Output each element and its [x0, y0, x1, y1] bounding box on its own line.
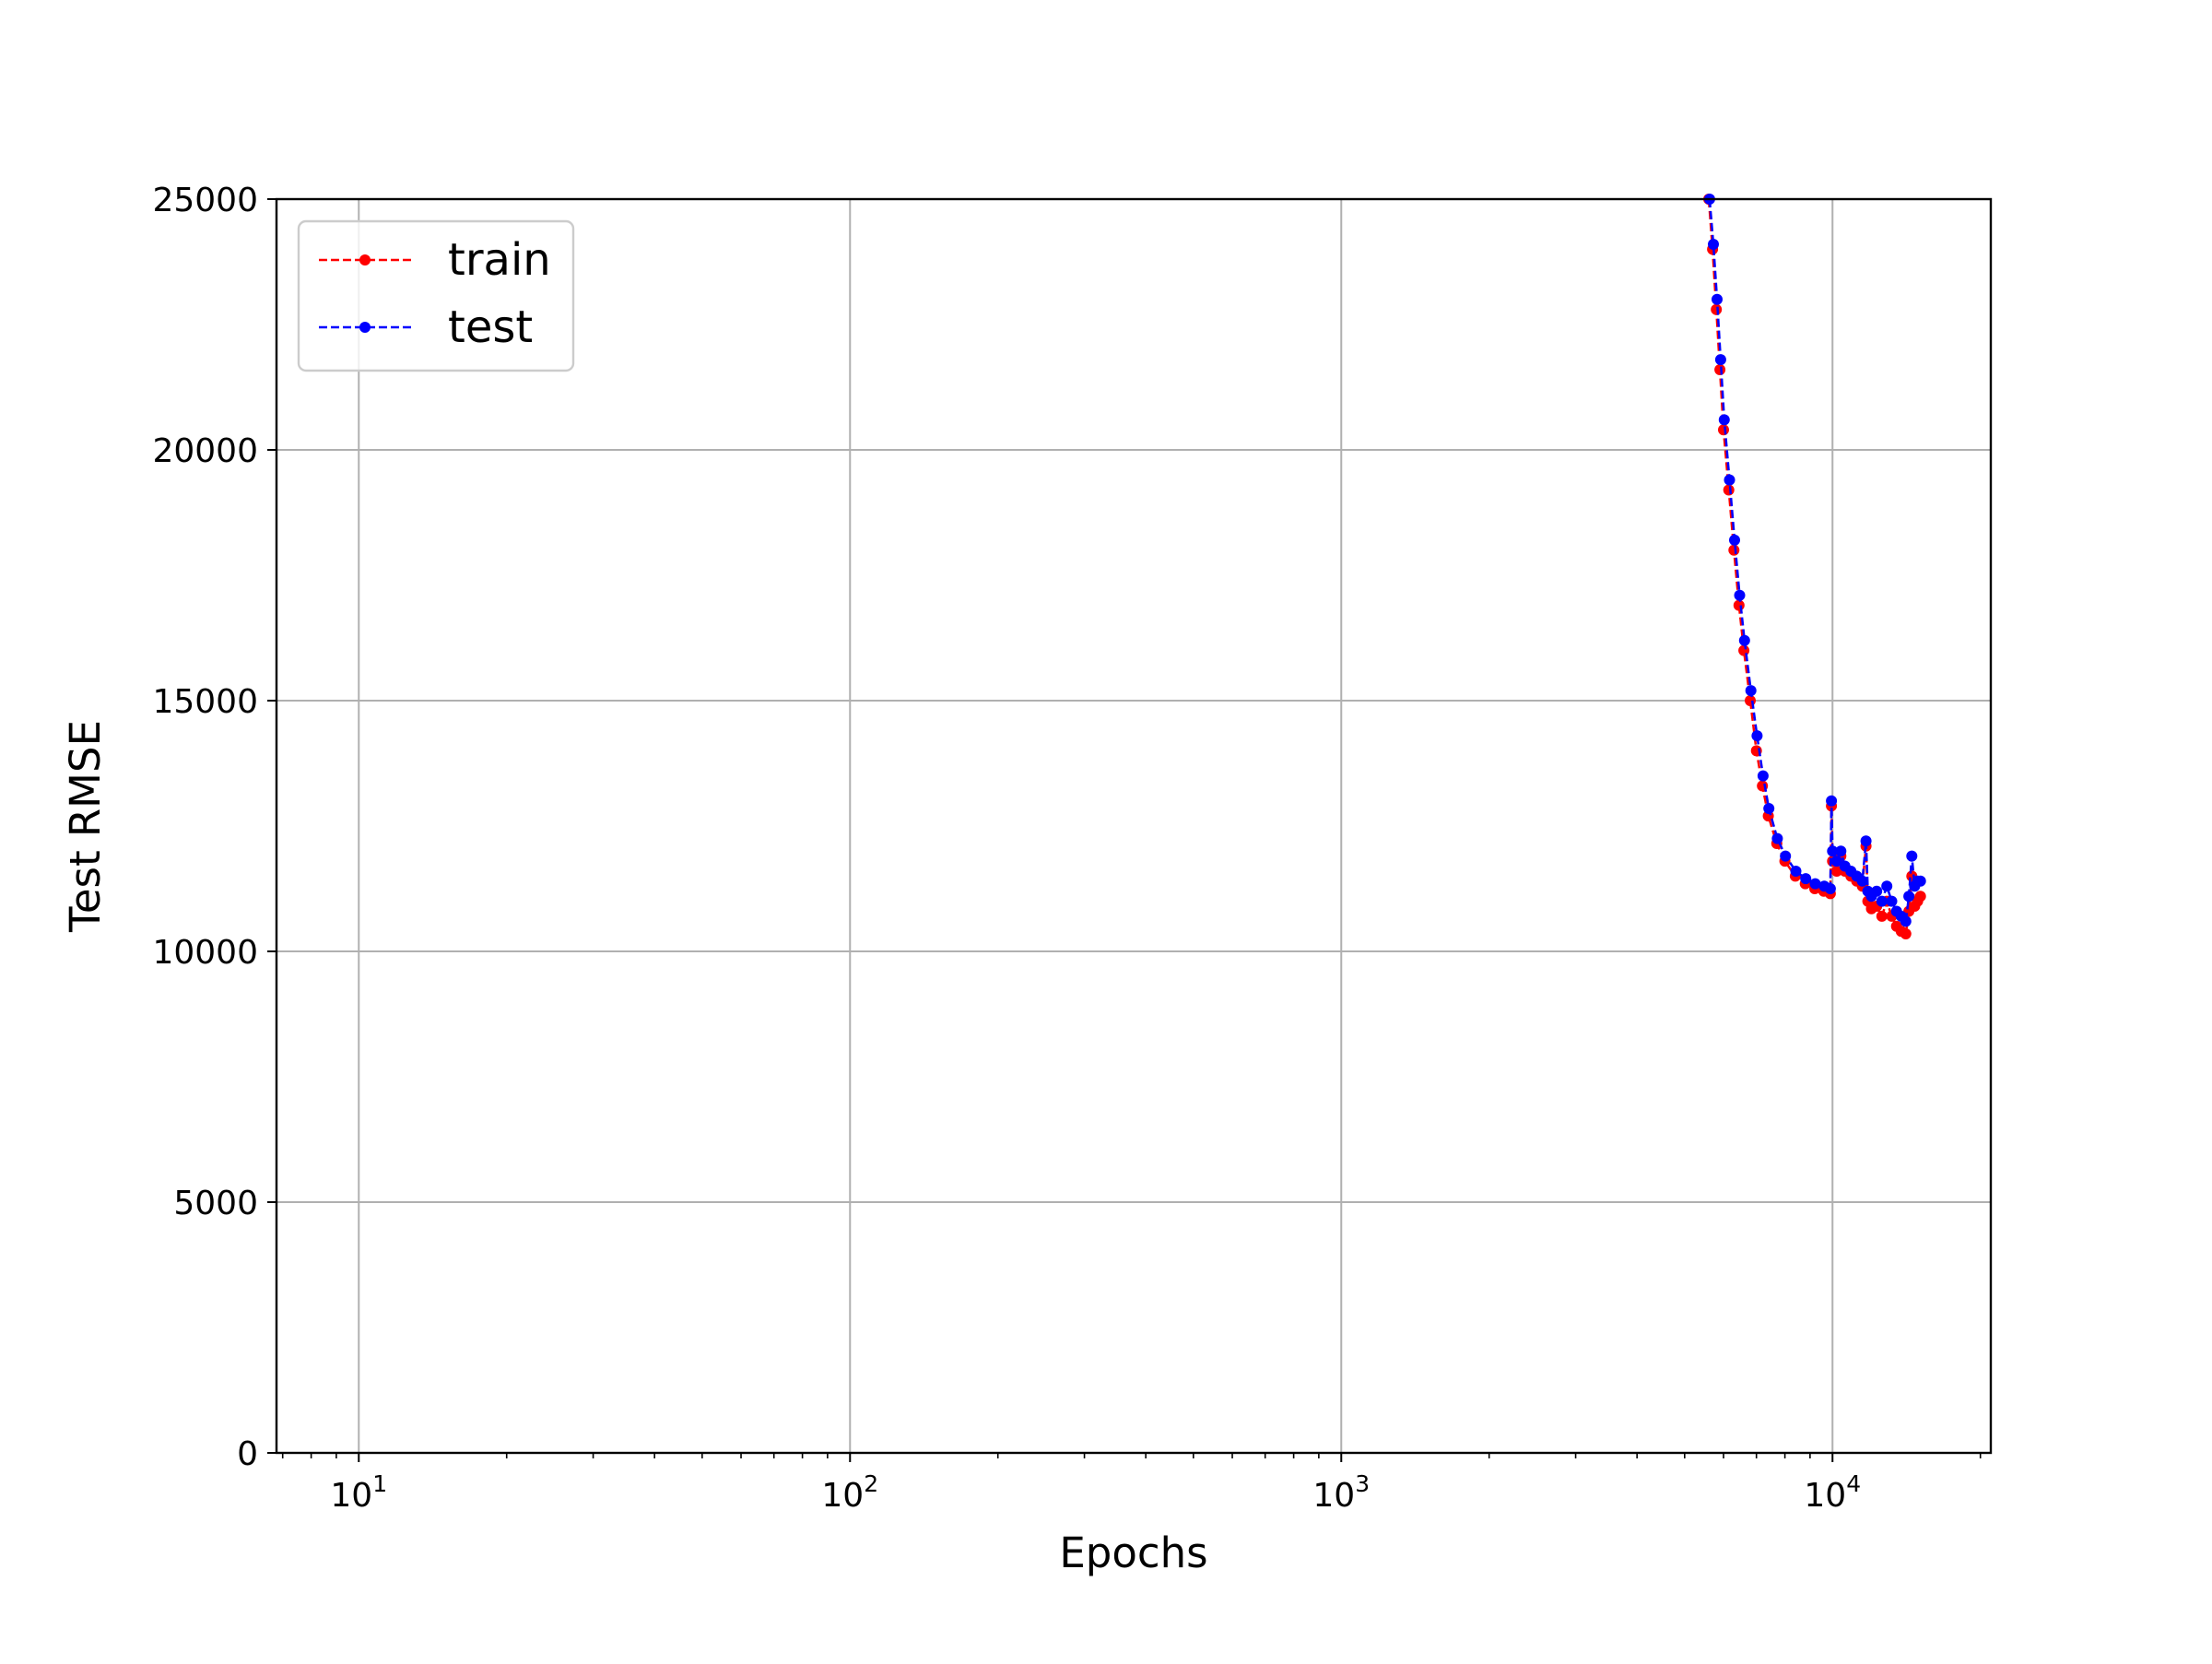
- y-tick-label: 5000: [173, 1185, 258, 1222]
- legend-test-marker: [359, 322, 371, 333]
- data-point-test: [1914, 875, 1926, 887]
- data-point-test: [1724, 474, 1735, 486]
- data-point-test: [1800, 873, 1812, 885]
- x-tick-label: 101: [330, 1470, 387, 1515]
- data-point-test: [1708, 239, 1719, 250]
- plot-frame: [275, 197, 1993, 1455]
- data-point-test: [1900, 915, 1912, 927]
- data-point-train: [1728, 544, 1740, 556]
- data-point-train: [1718, 424, 1729, 436]
- data-point-test: [1718, 414, 1730, 426]
- data-point-test: [1824, 883, 1836, 894]
- data-point-test: [1871, 885, 1883, 897]
- legend: train test: [297, 219, 575, 372]
- data-point-test: [1809, 878, 1821, 890]
- y-tick-label: 10000: [152, 934, 258, 972]
- data-point-test: [1780, 850, 1792, 862]
- data-point-test: [1856, 875, 1868, 887]
- data-point-train: [1723, 484, 1735, 496]
- data-point-train: [1745, 695, 1756, 706]
- legend-test-label: test: [448, 301, 533, 353]
- data-point-test: [1745, 685, 1757, 697]
- y-tick-label: 20000: [152, 432, 258, 470]
- data-point-test: [1881, 880, 1893, 892]
- data-point-test: [1729, 534, 1740, 546]
- y-axis: 0 5000 10000 15000 20000 25000: [152, 182, 276, 1473]
- series-layer: [1703, 194, 1926, 939]
- data-point-test: [1860, 835, 1872, 847]
- data-point-train: [1714, 364, 1726, 375]
- data-point-test: [1771, 832, 1783, 844]
- data-point-test: [1714, 354, 1726, 366]
- data-point-test: [1757, 770, 1769, 782]
- x-tick-label: 102: [821, 1470, 878, 1515]
- y-axis-title: Test RMSE: [61, 720, 110, 933]
- data-point-train: [1900, 928, 1912, 939]
- y-tick-label: 0: [237, 1435, 258, 1473]
- legend-train-marker: [359, 254, 371, 266]
- data-point-train: [1914, 891, 1926, 903]
- data-point-test: [1830, 856, 1842, 867]
- data-point-test: [1826, 795, 1838, 807]
- data-point-test: [1835, 845, 1847, 857]
- data-point-train: [1711, 303, 1723, 315]
- x-tick-label: 104: [1804, 1470, 1861, 1515]
- x-axis-title: Epochs: [1059, 1528, 1207, 1577]
- x-axis: 101 102 103 104: [330, 1453, 1861, 1515]
- data-point-test: [1751, 730, 1763, 742]
- y-tick-label: 25000: [152, 182, 258, 219]
- data-point-train: [1733, 599, 1745, 611]
- data-point-test: [1886, 895, 1898, 907]
- data-point-test: [1738, 634, 1750, 646]
- legend-train-label: train: [448, 234, 551, 286]
- y-tick-label: 15000: [152, 683, 258, 721]
- data-point-test: [1790, 866, 1802, 877]
- data-point-test: [1734, 589, 1746, 601]
- data-point-test: [1906, 850, 1918, 862]
- x-tick-label: 103: [1312, 1470, 1370, 1515]
- data-point-train: [1830, 866, 1842, 877]
- data-point-test: [1827, 845, 1839, 857]
- data-point-test: [1763, 803, 1775, 814]
- x-minor-ticks: [281, 1453, 1982, 1458]
- data-point-train: [1738, 644, 1750, 656]
- series-test: [1703, 194, 1926, 927]
- data-point-test: [1876, 895, 1888, 907]
- data-point-train: [1876, 910, 1888, 922]
- data-point-test: [1712, 293, 1723, 305]
- data-point-test: [1903, 891, 1915, 903]
